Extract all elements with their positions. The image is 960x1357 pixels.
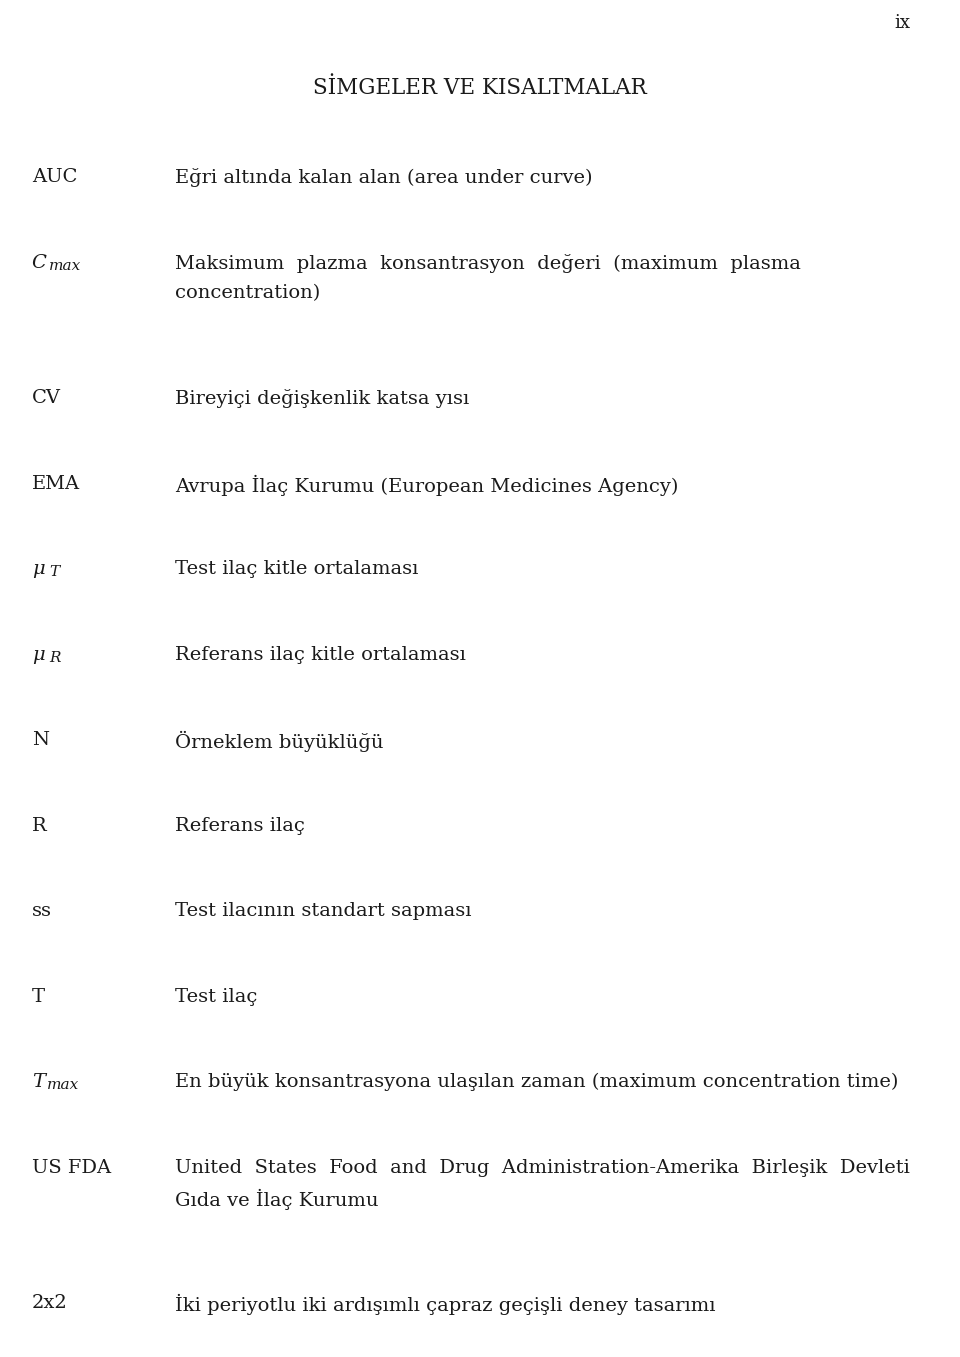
Text: ss: ss [32,902,52,920]
Text: 2x2: 2x2 [32,1293,67,1312]
Text: Eğri altında kalan alan (area under curve): Eğri altında kalan alan (area under curv… [175,168,592,187]
Text: T: T [32,1073,45,1091]
Text: μ: μ [32,646,44,664]
Text: EMA: EMA [32,475,80,493]
Text: Maksimum  plazma  konsantrasyon  değeri  (maximum  plasma: Maksimum plazma konsantrasyon değeri (ma… [175,254,801,273]
Text: US FDA: US FDA [32,1159,110,1177]
Text: Gıda ve İlaç Kurumu: Gıda ve İlaç Kurumu [175,1189,378,1209]
Text: ix: ix [894,14,910,31]
Text: Avrupa İlaç Kurumu (European Medicines Agency): Avrupa İlaç Kurumu (European Medicines A… [175,475,678,495]
Text: Test ilaç: Test ilaç [175,988,257,1006]
Text: μ: μ [32,560,44,578]
Text: En büyük konsantrasyona ulaşılan zaman (maximum concentration time): En büyük konsantrasyona ulaşılan zaman (… [175,1073,899,1091]
Text: AUC: AUC [32,168,77,186]
Text: R: R [49,650,60,665]
Text: Referans ilaç: Referans ilaç [175,817,304,835]
Text: max: max [49,259,82,273]
Text: CV: CV [32,389,60,407]
Text: T: T [32,988,45,1006]
Text: R: R [32,817,46,835]
Text: Test ilaç kitle ortalaması: Test ilaç kitle ortalaması [175,560,419,578]
Text: T: T [49,565,60,579]
Text: United  States  Food  and  Drug  Administration-Amerika  Birleşik  Devleti: United States Food and Drug Administrati… [175,1159,909,1177]
Text: C: C [32,254,46,271]
Text: Örneklem büyüklüğü: Örneklem büyüklüğü [175,731,383,752]
Text: Test ilacının standart sapması: Test ilacının standart sapması [175,902,471,920]
Text: İki periyotlu iki ardışımlı çapraz geçişli deney tasarımı: İki periyotlu iki ardışımlı çapraz geçiş… [175,1293,715,1315]
Text: Referans ilaç kitle ortalaması: Referans ilaç kitle ortalaması [175,646,466,664]
Text: Bireyiçi değişkenlik katsa yısı: Bireyiçi değişkenlik katsa yısı [175,389,469,408]
Text: N: N [32,731,49,749]
Text: SİMGELER VE KISALTMALAR: SİMGELER VE KISALTMALAR [313,77,647,99]
Text: max: max [47,1077,80,1092]
Text: concentration): concentration) [175,284,320,301]
